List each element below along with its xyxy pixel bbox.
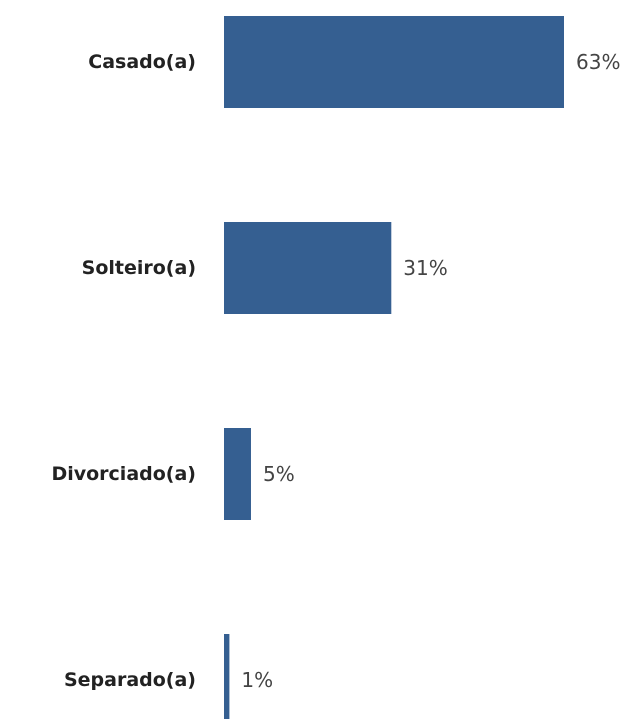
bar-separado-a [224,634,230,719]
category-label-divorciado-a: Divorciado(a) [51,463,196,485]
bar-casado-a [224,16,564,108]
value-label-solteiro-a: 31% [403,256,447,280]
bar-solteiro-a [224,222,392,314]
value-label-separado-a: 1% [241,668,273,692]
value-label-divorciado-a: 5% [263,462,295,486]
bars [224,16,564,719]
category-label-separado-a: Separado(a) [64,669,196,691]
value-labels: 63% 31% 5% 1% [241,50,620,692]
category-labels: Casado(a) Solteiro(a) Divorciado(a) Separad… [51,51,196,691]
bar-divorciado-a [224,428,251,520]
value-label-casado-a: 63% [576,50,620,74]
category-label-solteiro-a: Solteiro(a) [82,257,196,279]
category-label-casado-a: Casado(a) [88,51,196,73]
